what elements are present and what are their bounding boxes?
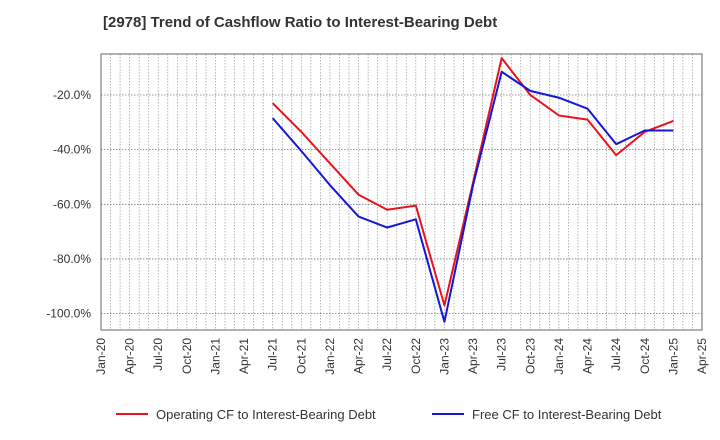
legend-label-1: Operating CF to Interest-Bearing Debt xyxy=(156,407,376,422)
x-tick-label: Oct-22 xyxy=(409,338,423,374)
x-tick-label: Jul-20 xyxy=(151,338,165,371)
x-axis-ticks: Jan-20 Apr-20 Jul-20 Oct-20 Jan-21 Apr-21 Jul-… xyxy=(94,338,709,375)
x-tick-label: Oct-23 xyxy=(523,338,537,374)
x-tick-label: Oct-24 xyxy=(638,338,652,374)
series-layer xyxy=(271,57,674,323)
x-tick-label: Apr-23 xyxy=(466,338,480,374)
plot-area xyxy=(100,53,703,331)
x-tick-label: Jul-21 xyxy=(266,338,280,371)
x-tick-label: Jul-22 xyxy=(380,338,394,371)
x-tick-label: Apr-25 xyxy=(695,338,709,374)
chart-title: [2978] Trend of Cashflow Ratio to Intere… xyxy=(103,14,498,31)
x-tick-label: Jan-21 xyxy=(208,338,222,375)
y-tick-label: -20.0% xyxy=(53,88,91,102)
grid xyxy=(101,54,702,330)
x-tick-label: Jan-25 xyxy=(666,338,680,375)
x-tick-label: Apr-20 xyxy=(123,338,137,374)
y-tick-label: -40.0% xyxy=(53,143,91,157)
y-tick-label: -100.0% xyxy=(46,307,91,321)
y-axis-ticks: -20.0% -40.0% -60.0% -80.0% -100.0% xyxy=(46,88,91,321)
series-line-2 xyxy=(271,70,674,323)
x-tick-label: Oct-21 xyxy=(294,338,308,374)
x-tick-label: Jan-22 xyxy=(323,338,337,375)
y-tick-label: -80.0% xyxy=(53,252,91,266)
x-tick-label: Jan-20 xyxy=(94,338,108,375)
legend: Operating CF to Interest-Bearing Debt Fre… xyxy=(116,407,662,422)
x-tick-label: Jul-23 xyxy=(495,338,509,371)
x-tick-label: Jan-23 xyxy=(437,338,451,375)
y-tick-label: -60.0% xyxy=(53,197,91,211)
x-tick-label: Apr-21 xyxy=(237,338,251,374)
x-tick-label: Apr-22 xyxy=(352,338,366,374)
legend-label-2: Free CF to Interest-Bearing Debt xyxy=(472,407,662,422)
x-tick-label: Apr-24 xyxy=(581,338,595,374)
x-tick-label: Jul-24 xyxy=(609,338,623,371)
x-tick-label: Jan-24 xyxy=(552,338,566,375)
x-tick-label: Oct-20 xyxy=(180,338,194,374)
